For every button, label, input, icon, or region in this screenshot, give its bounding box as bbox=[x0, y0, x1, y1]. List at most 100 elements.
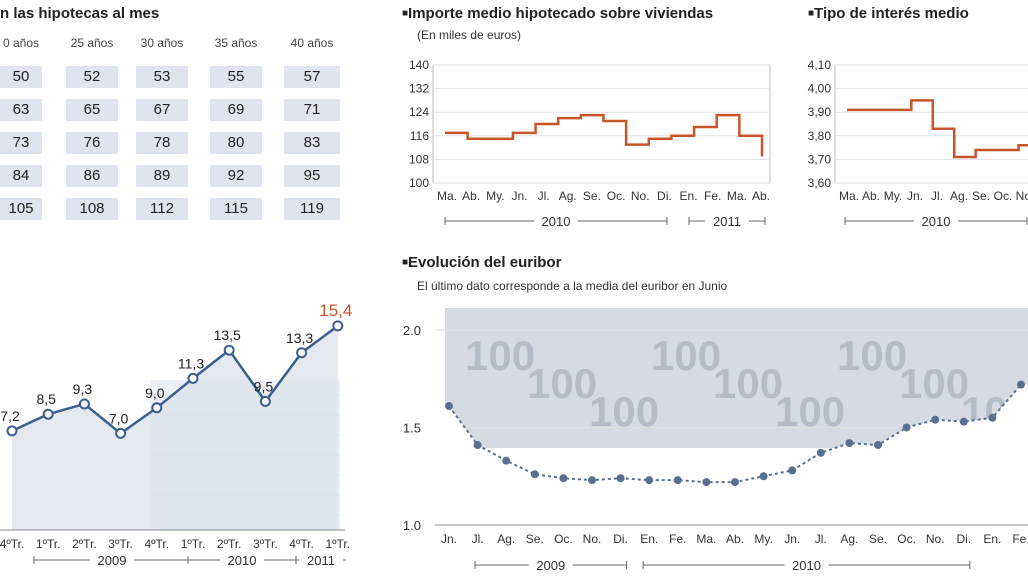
data-label: 8,5 bbox=[36, 391, 56, 407]
x-tick-label: Ag. bbox=[950, 189, 968, 203]
table-cell: 80 bbox=[210, 132, 262, 154]
data-point bbox=[502, 456, 511, 465]
x-tick-label: Oc. bbox=[897, 532, 916, 546]
year-label: 2010 bbox=[792, 558, 821, 573]
tipo-title-text: Tipo de interés medio bbox=[814, 5, 969, 22]
x-tick-label: Se. bbox=[972, 189, 990, 203]
data-point bbox=[1017, 380, 1025, 389]
year-label-bg bbox=[90, 552, 134, 568]
y-tick-label: 1.0 bbox=[403, 518, 421, 533]
x-tick-label: 3ºTr. bbox=[108, 537, 133, 551]
table-cell: 53 bbox=[136, 66, 188, 88]
data-label: 15,4 bbox=[319, 301, 352, 320]
data-point bbox=[874, 441, 882, 450]
y-tick-label: 4,10 bbox=[808, 58, 832, 72]
x-tick-label: Jl. bbox=[815, 532, 827, 546]
table-cell: 71 bbox=[284, 99, 340, 121]
data-label: 11,3 bbox=[178, 355, 204, 371]
table-body: 50 52 53 55 57 63 65 67 69 71 73 76 78 80 83 84 86 89 92 95… bbox=[0, 66, 350, 226]
x-tick-label: Ab. bbox=[726, 532, 744, 546]
x-tick-label: Ag. bbox=[497, 532, 515, 546]
x-tick-label: 4ºTr. bbox=[144, 537, 169, 551]
x-tick-label: En. bbox=[983, 532, 1001, 546]
x-tick-label: En. bbox=[640, 532, 658, 546]
x-tick-label: Fe. bbox=[1012, 532, 1028, 546]
x-tick-label: 4ºTr. bbox=[289, 537, 314, 551]
data-point bbox=[187, 372, 199, 384]
data-point bbox=[845, 439, 854, 448]
banknote-numeral: 100 bbox=[837, 332, 907, 379]
data-point bbox=[645, 476, 654, 485]
x-tick-label: Ab. bbox=[462, 189, 480, 203]
title-bullet: ■ bbox=[808, 8, 815, 19]
table-cell: 95 bbox=[284, 165, 340, 187]
table-cell: 55 bbox=[210, 66, 262, 88]
year-label-bg bbox=[220, 552, 264, 568]
importe-title-text: Importe medio hipotecado sobre viviendas bbox=[408, 5, 714, 22]
column-header: 35 años bbox=[214, 36, 258, 50]
year-label-bg bbox=[528, 557, 573, 573]
x-tick-label: 2ºTr. bbox=[217, 537, 242, 551]
data-point bbox=[115, 427, 127, 439]
data-point bbox=[42, 408, 54, 420]
y-tick-label: 140 bbox=[409, 58, 429, 72]
y-tick-label: 2.0 bbox=[403, 323, 421, 338]
series-line bbox=[11, 324, 339, 435]
table-cell: 76 bbox=[66, 132, 118, 154]
data-point bbox=[445, 402, 453, 411]
mortgage-table-title: n las hipotecas al mes bbox=[0, 5, 160, 22]
x-tick-label: Se. bbox=[583, 189, 601, 203]
x-tick-label: Ma. bbox=[839, 189, 859, 203]
table-cell: 115 bbox=[210, 198, 262, 220]
data-point bbox=[559, 474, 568, 483]
banknote-numeral: 100 bbox=[899, 360, 969, 407]
x-tick-label: No. bbox=[583, 532, 602, 546]
table-cell: 84 bbox=[0, 165, 42, 187]
area-fill bbox=[12, 325, 338, 530]
x-tick-label: 1ºTr. bbox=[325, 537, 350, 551]
column-header: 25 años bbox=[70, 36, 114, 50]
x-tick-label: Ag. bbox=[559, 189, 577, 203]
importe-title: ■Importe medio hipotecado sobre vivienda… bbox=[402, 5, 713, 22]
x-tick-label: Jl. bbox=[538, 189, 550, 203]
y-tick-label: 132 bbox=[409, 82, 429, 96]
tipo-line-chart: 4,10 4,00 3,90 3,80 3,70 3,60 Ma. Ab. My. Jn. Jl. A… bbox=[808, 58, 1028, 229]
x-tick-label: 1ºTr. bbox=[36, 537, 61, 551]
table-cell: 119 bbox=[284, 198, 340, 220]
data-point bbox=[931, 415, 940, 424]
x-tick-label: Fe. bbox=[704, 189, 721, 203]
x-tick-label: 2ºTr. bbox=[72, 537, 97, 551]
y-tick-label: 1.5 bbox=[403, 421, 421, 436]
banknote-numeral: 100 bbox=[465, 332, 535, 379]
table-cell: 105 bbox=[0, 198, 42, 220]
x-tick-label: Jl. bbox=[472, 532, 484, 546]
data-point bbox=[816, 448, 825, 457]
series-line bbox=[847, 99, 1028, 159]
y-tick-label: 100 bbox=[409, 176, 429, 190]
year-label: 2010 bbox=[922, 214, 951, 229]
column-header: 40 años bbox=[290, 36, 334, 50]
importe-subtitle: (En miles de euros) bbox=[417, 28, 522, 42]
data-point bbox=[616, 474, 625, 483]
data-label: 13,5 bbox=[214, 327, 241, 343]
data-label: 7,2 bbox=[0, 408, 20, 424]
year-label: 2010 bbox=[228, 553, 257, 568]
year-label: 2009 bbox=[98, 553, 127, 568]
x-tick-label: Ma. bbox=[727, 189, 747, 203]
data-label: 13,3 bbox=[286, 330, 313, 346]
column-header: 0 años bbox=[2, 36, 40, 50]
y-tick-label: 108 bbox=[409, 152, 429, 166]
x-tick-label: No. bbox=[631, 189, 650, 203]
data-point bbox=[731, 478, 739, 487]
x-tick-label: Ag. bbox=[840, 532, 858, 546]
data-point bbox=[988, 413, 997, 422]
x-tick-label: Jn. bbox=[784, 532, 800, 546]
y-tick-label: 4,00 bbox=[808, 82, 832, 96]
x-tick-label: My. bbox=[754, 532, 772, 546]
column-header: 30 años bbox=[140, 36, 184, 50]
series-line bbox=[445, 113, 764, 157]
y-tick-label: 3,60 bbox=[808, 176, 832, 190]
x-tick-label: No. bbox=[926, 532, 945, 546]
data-point bbox=[788, 466, 797, 475]
